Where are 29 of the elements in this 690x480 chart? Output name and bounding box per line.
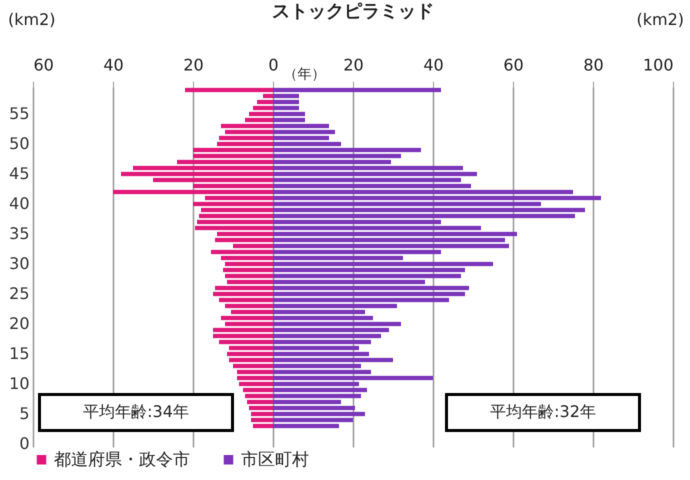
y-tick-label: 10 <box>9 374 30 393</box>
y-tick-label: 25 <box>9 284 30 303</box>
text-box: 平均年齢:32年 <box>445 393 641 432</box>
text: (km2) <box>8 10 56 29</box>
x-tick-label: 80 <box>583 56 604 74</box>
legend-label: 市区町村 <box>241 450 309 470</box>
x-tick-label: 60 <box>34 56 54 74</box>
y-tick-label: 30 <box>9 254 30 273</box>
y-tick-label: 5 <box>19 404 30 423</box>
x-tick-label: 40 <box>423 56 444 74</box>
y-tick-label: 15 <box>9 344 30 363</box>
y-tick-label: 55 <box>9 104 30 123</box>
x-tick-label: 20 <box>183 56 204 74</box>
y-tick-label: 35 <box>9 224 30 243</box>
chart-title: ストックピラミッド <box>272 1 434 22</box>
x-tick-label: 20 <box>343 56 364 74</box>
y-axis-title: （年） <box>284 66 326 82</box>
y-tick-label: 40 <box>9 194 30 213</box>
legend-label: 都道府県・政令市 <box>54 450 190 470</box>
x-tick-label: 60 <box>503 56 524 74</box>
x-tick-label: 40 <box>103 56 124 74</box>
x-tick-label: 0 <box>268 56 279 74</box>
y-tick-label: 0 <box>19 434 30 453</box>
y-tick-label: 45 <box>9 164 30 183</box>
text: (km2) <box>636 10 684 29</box>
y-tick-label: 50 <box>9 134 30 153</box>
y-tick-label: 20 <box>9 314 30 333</box>
text-box: 平均年齢:34年 <box>38 393 234 432</box>
x-tick-label: 100 <box>642 56 674 74</box>
